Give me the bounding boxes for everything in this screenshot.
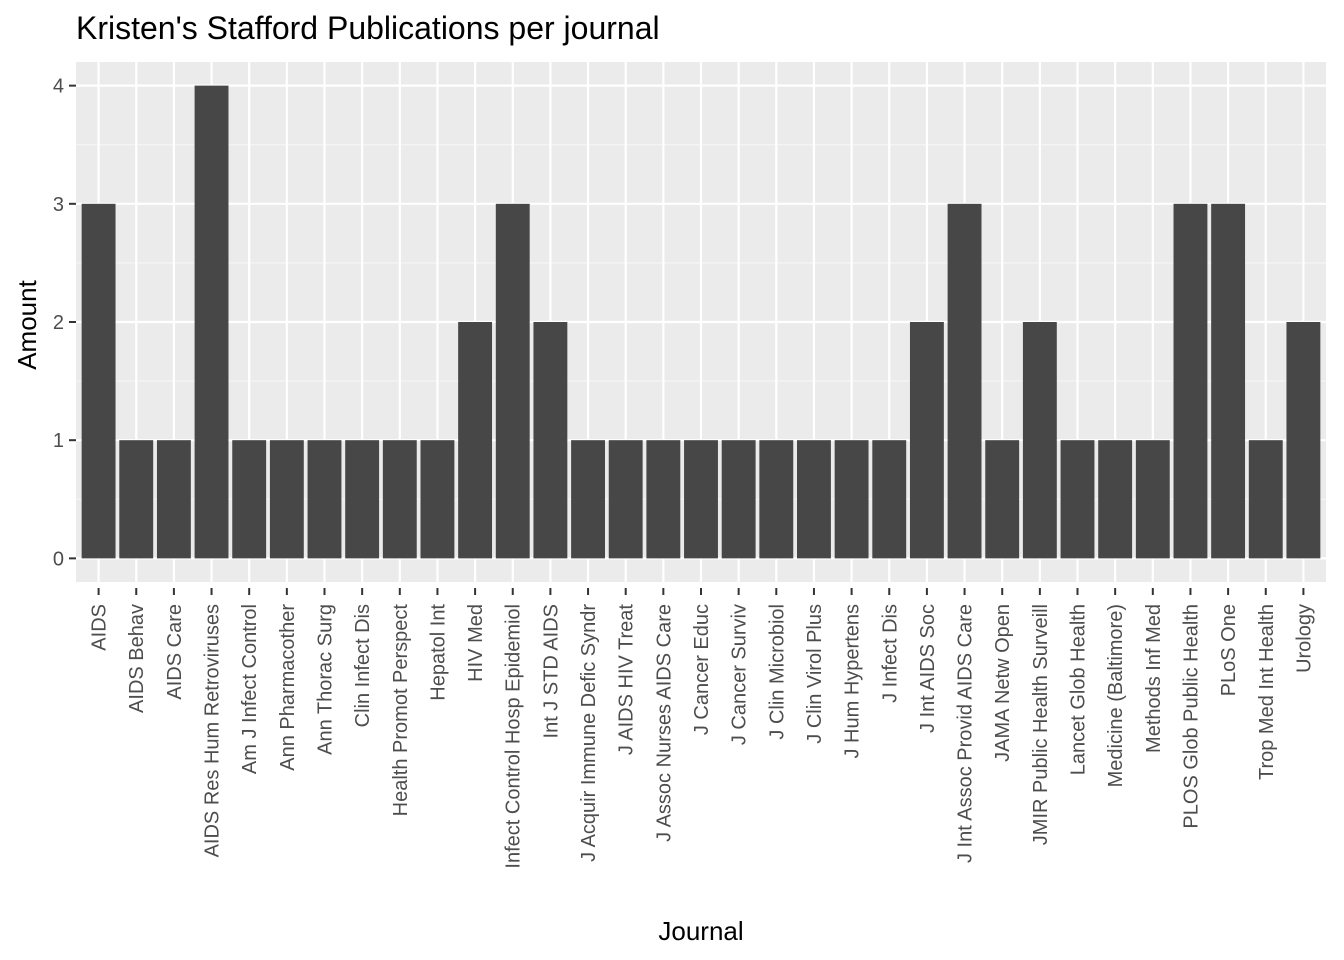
x-tick-label: J Cancer Surviv xyxy=(729,604,751,745)
bar xyxy=(533,322,568,559)
x-tick-label: Int J STD AIDS xyxy=(540,604,562,738)
bar xyxy=(194,85,229,559)
x-tick-label: J Assoc Nurses AIDS Care xyxy=(653,604,675,842)
x-tick-label: AIDS Behav xyxy=(126,604,148,713)
x-tick-label: AIDS Care xyxy=(164,604,186,700)
bar xyxy=(119,440,154,559)
x-tick-label: PLOS Glob Public Health xyxy=(1180,604,1202,829)
bar xyxy=(909,322,944,559)
bar xyxy=(985,440,1020,559)
bar xyxy=(345,440,380,559)
x-tick-label: Medicine (Baltimore) xyxy=(1105,604,1127,787)
x-tick-label: JAMA Netw Open xyxy=(992,604,1014,762)
x-axis-title: Journal xyxy=(658,916,743,946)
x-tick-label: AIDS xyxy=(89,604,111,651)
y-tick-label: 2 xyxy=(53,312,64,334)
x-tick-label: Trop Med Int Health xyxy=(1256,604,1278,780)
bar xyxy=(1248,440,1283,559)
bar xyxy=(608,440,643,559)
x-tick-label: Hepatol Int xyxy=(427,604,449,701)
x-tick-label: Lancet Glob Health xyxy=(1068,604,1090,775)
bar xyxy=(420,440,455,559)
x-tick-label: Health Promot Perspect xyxy=(390,604,412,817)
x-tick-label: J Clin Microbiol xyxy=(766,604,788,740)
x-tick-label: J Int Assoc Provid AIDS Care xyxy=(955,604,977,863)
bar xyxy=(1173,203,1208,559)
bar xyxy=(1098,440,1133,559)
x-tick-label: J Clin Virol Plus xyxy=(804,604,826,744)
bar xyxy=(1135,440,1170,559)
bar xyxy=(495,203,530,559)
bar xyxy=(721,440,756,559)
x-tick-label: J Acquir Immune Defic Syndr xyxy=(578,604,600,862)
bar xyxy=(156,440,191,559)
x-tick-label: Urology xyxy=(1293,604,1315,673)
bar xyxy=(834,440,869,559)
x-axis: AIDS AIDS Behav AIDS Care AIDS Res Hum Retr… xyxy=(89,588,1315,869)
bar xyxy=(872,440,907,559)
x-tick-label: Methods Inf Med xyxy=(1143,604,1165,753)
bar xyxy=(232,440,267,559)
bar xyxy=(646,440,681,559)
x-tick-label: J Cancer Educ xyxy=(691,604,713,735)
y-tick-label: 1 xyxy=(53,430,64,452)
chart-title: Kristen's Stafford Publications per jour… xyxy=(76,10,660,46)
y-axis-title: Amount xyxy=(12,279,42,369)
x-tick-label: Ann Pharmacother xyxy=(277,604,299,771)
bar xyxy=(759,440,794,559)
bar xyxy=(684,440,718,559)
y-axis: 0 1 2 3 4 xyxy=(53,76,76,570)
bar xyxy=(1060,440,1095,559)
bar xyxy=(382,440,417,559)
y-tick-label: 3 xyxy=(53,194,64,216)
x-tick-label: Infect Control Hosp Epidemiol xyxy=(503,604,525,869)
bar xyxy=(571,440,605,559)
x-tick-label: HIV Med xyxy=(465,604,487,682)
x-tick-label: J Hum Hypertens xyxy=(842,604,864,759)
y-tick-label: 0 xyxy=(53,548,64,570)
x-tick-label: Ann Thorac Surg xyxy=(314,604,336,755)
y-tick-label: 4 xyxy=(53,76,64,98)
bars xyxy=(81,85,1321,559)
bar xyxy=(1022,322,1057,559)
x-tick-label: JMIR Public Health Surveill xyxy=(1030,604,1052,845)
bar xyxy=(947,203,982,559)
x-tick-label: PLoS One xyxy=(1218,604,1240,696)
x-tick-label: J Int AIDS Soc xyxy=(917,604,939,733)
bar xyxy=(269,440,304,559)
x-tick-label: Am J Infect Control xyxy=(239,604,261,774)
bar xyxy=(307,440,342,559)
bar xyxy=(1211,203,1246,559)
bar xyxy=(458,322,493,559)
x-tick-label: AIDS Res Hum Retroviruses xyxy=(202,604,224,857)
bar xyxy=(797,440,831,559)
x-tick-label: Clin Infect Dis xyxy=(352,604,374,727)
bar xyxy=(81,203,116,559)
bar xyxy=(1286,322,1321,559)
x-tick-label: J Infect Dis xyxy=(879,604,901,703)
x-tick-label: J AIDS HIV Treat xyxy=(616,604,638,756)
